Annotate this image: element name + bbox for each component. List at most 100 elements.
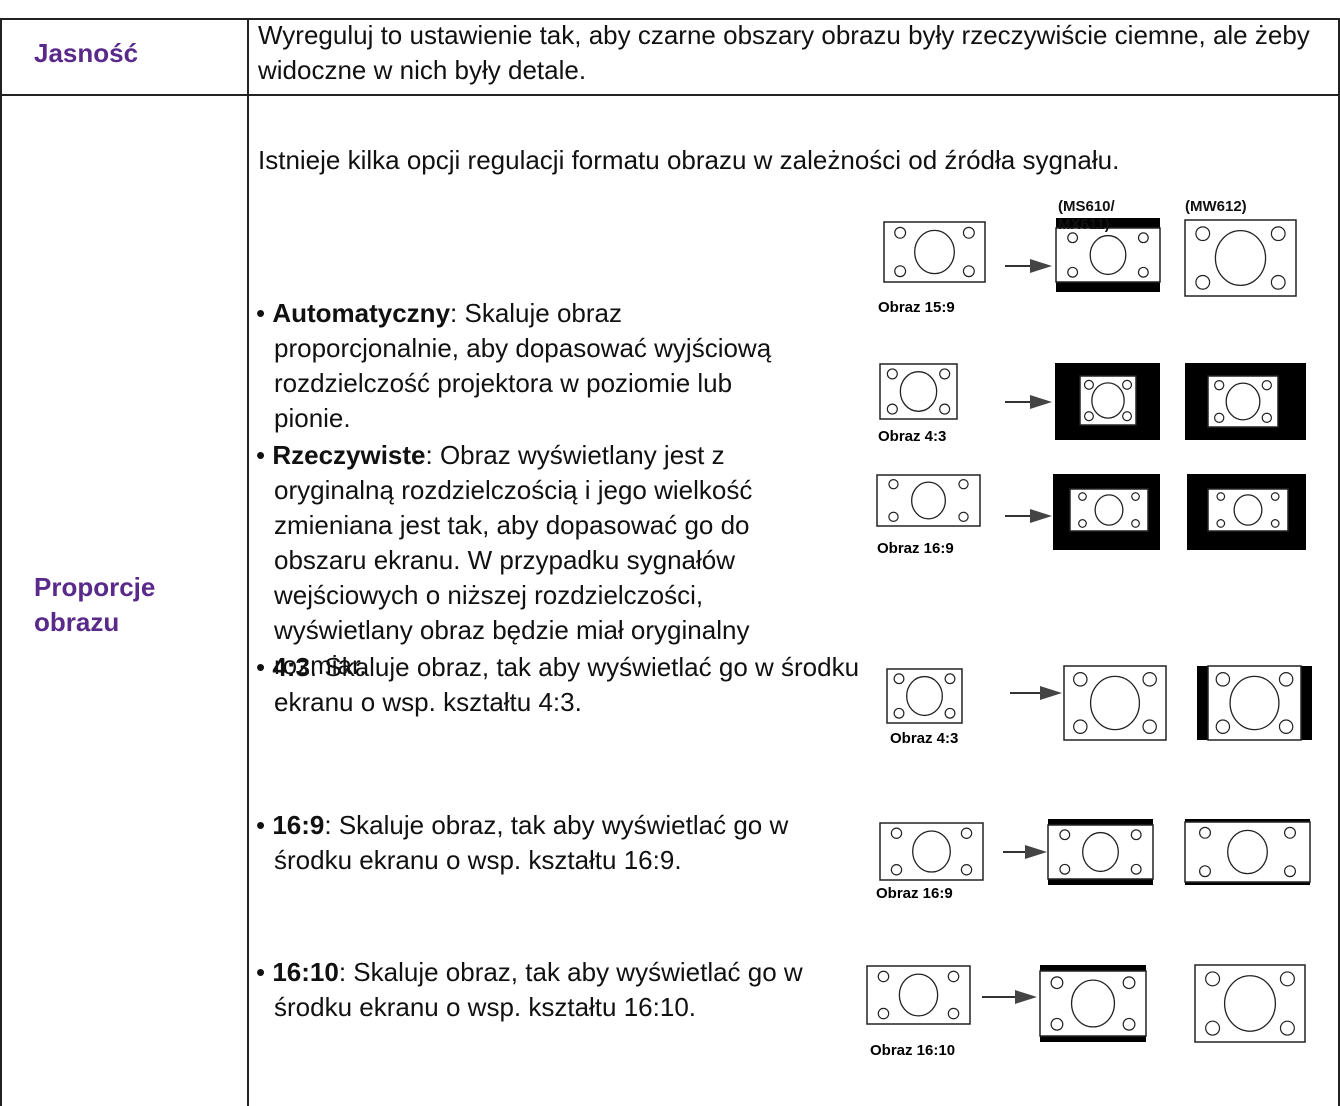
dot <box>939 368 951 380</box>
circle <box>899 371 938 412</box>
dot <box>888 511 899 523</box>
circle <box>912 830 951 873</box>
circle <box>1225 382 1261 421</box>
dot <box>939 403 951 415</box>
row-text: Wyreguluj to ustawienie tak, aby czarne … <box>258 20 1310 85</box>
circle <box>1233 494 1263 526</box>
figure-label: Obraz 4:3 <box>878 428 946 445</box>
screen <box>879 822 984 881</box>
dot <box>1073 719 1088 734</box>
circle <box>1089 675 1141 731</box>
column-label: (MS610/ MX611) <box>1058 198 1115 233</box>
dot <box>962 226 975 239</box>
dot <box>1078 492 1087 501</box>
dot <box>1083 411 1094 422</box>
dot <box>1130 863 1142 875</box>
dot <box>1216 519 1226 528</box>
term: 16:10 <box>272 957 339 987</box>
screen <box>1194 964 1306 1043</box>
dot <box>944 707 956 719</box>
dot <box>1195 274 1211 290</box>
screen <box>1069 488 1149 532</box>
screen <box>886 668 963 724</box>
dot <box>1050 976 1064 990</box>
screen <box>876 474 981 527</box>
table-lines <box>0 18 1340 1106</box>
item: 4:3: Skaluje obraz, tak aby wyświetlać g… <box>256 650 864 720</box>
figure-label: Obraz 15:9 <box>878 299 955 316</box>
row-label: Jasność <box>34 38 139 68</box>
dot <box>1050 1017 1064 1031</box>
term: Rzeczywiste <box>272 440 426 470</box>
dot <box>1215 672 1231 687</box>
item: 16:10: Skaluje obraz, tak aby wyświetlać… <box>256 955 834 1025</box>
screen <box>1079 375 1137 426</box>
screen <box>1184 821 1311 883</box>
dot <box>960 864 973 876</box>
dot <box>1270 274 1286 290</box>
dot <box>877 970 890 983</box>
dot <box>1198 826 1211 839</box>
arrow-head <box>1040 686 1062 700</box>
dot <box>1270 492 1280 501</box>
circle <box>1094 494 1124 526</box>
screen <box>1207 665 1302 741</box>
screen <box>1207 375 1279 428</box>
dot <box>1131 519 1140 528</box>
screen <box>1039 970 1147 1037</box>
circle <box>911 481 946 520</box>
dot <box>1261 379 1272 391</box>
arrow-head <box>1030 259 1052 273</box>
dot <box>960 827 973 839</box>
screen <box>1184 219 1297 297</box>
figure-label: Obraz 4:3 <box>890 730 958 747</box>
dot <box>1216 492 1226 501</box>
dot <box>1278 672 1294 687</box>
dot <box>1122 379 1133 390</box>
dot <box>888 478 899 490</box>
screen <box>1063 665 1167 741</box>
dot <box>1142 672 1157 687</box>
dot <box>1195 226 1211 242</box>
dot <box>1261 412 1272 424</box>
circle <box>1229 675 1280 731</box>
dot <box>1214 379 1225 391</box>
dot <box>958 511 969 523</box>
dot <box>1283 826 1296 839</box>
dot <box>1270 519 1280 528</box>
dot <box>1215 719 1231 734</box>
screen <box>866 965 971 1025</box>
figures <box>866 218 1312 1043</box>
dot <box>1142 719 1157 734</box>
dot <box>1122 976 1136 990</box>
dot <box>1198 865 1211 878</box>
dot <box>947 1007 960 1020</box>
figure-label: Obraz 16:10 <box>870 1042 955 1059</box>
dot <box>1083 379 1094 390</box>
item: 16:9: Skaluje obraz, tak aby wyświetlać … <box>256 808 854 878</box>
desc: : Skaluje obraz, tak aby wyświetlać go w… <box>274 957 803 1022</box>
circle <box>1214 229 1267 287</box>
dot <box>893 673 905 685</box>
circle <box>1070 979 1116 1028</box>
dot <box>1078 519 1087 528</box>
term: 4:3 <box>272 652 310 682</box>
dot <box>958 478 969 490</box>
dot <box>877 1007 890 1020</box>
dot <box>1137 266 1149 278</box>
arrow-head <box>1030 395 1052 409</box>
desc: : Skaluje obraz proporcjonalnie, aby dop… <box>274 298 772 433</box>
item: Automatyczny: Skaluje obraz proporcjonal… <box>256 296 814 436</box>
circle <box>1227 829 1268 875</box>
arrow-head <box>1030 509 1052 523</box>
screen <box>883 221 986 283</box>
dot <box>962 265 975 278</box>
dot <box>1279 1020 1295 1036</box>
desc: : Skaluje obraz, tak aby wyświetlać go w… <box>274 810 789 875</box>
arrow-head <box>1015 990 1037 1004</box>
circle <box>898 973 939 1017</box>
circle <box>1091 382 1125 419</box>
dot <box>1205 971 1221 987</box>
